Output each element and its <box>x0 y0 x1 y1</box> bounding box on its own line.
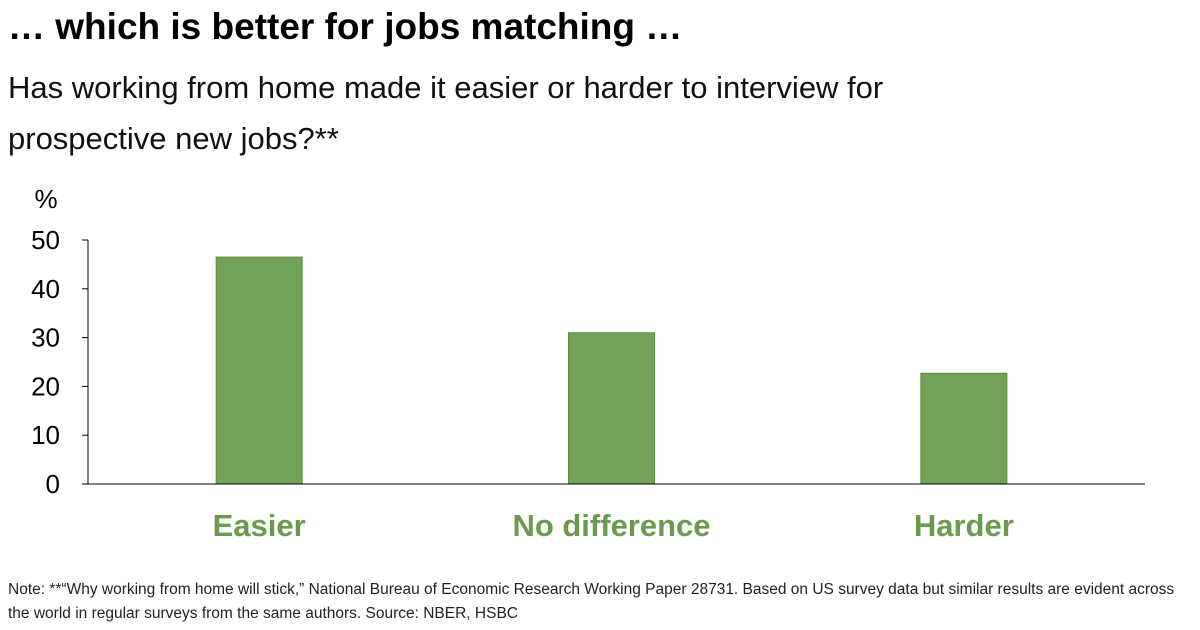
x-category-label: No difference <box>512 508 710 543</box>
chart-subtitle: Has working from home made it easier or … <box>8 70 884 156</box>
y-tick-label: 50 <box>31 225 60 255</box>
y-tick-label: 0 <box>46 469 60 499</box>
bars <box>215 256 1008 485</box>
y-tick-label: 40 <box>31 274 60 304</box>
y-axis: % 0 10 20 30 40 50 <box>31 184 89 499</box>
bar <box>568 332 655 485</box>
y-tick-label: 20 <box>31 371 60 401</box>
x-axis: Easier No difference Harder <box>88 483 1145 543</box>
bar-chart: % 0 10 20 30 40 50 Easier No difference Harder <box>31 184 1145 543</box>
x-category-label: Easier <box>213 508 306 543</box>
bar <box>215 256 303 485</box>
y-axis-unit-label: % <box>34 184 57 214</box>
chart-title: … which is better for jobs matching … <box>8 6 683 47</box>
source-note: Note: **“Why working from home will stic… <box>8 581 1175 622</box>
x-category-label: Harder <box>914 508 1014 543</box>
y-tick-label: 30 <box>31 323 60 353</box>
bar <box>920 372 1008 485</box>
y-tick-label: 10 <box>31 420 60 450</box>
